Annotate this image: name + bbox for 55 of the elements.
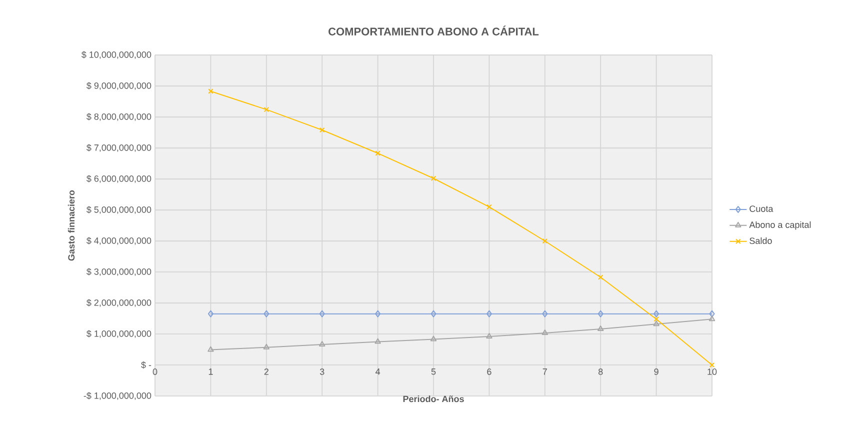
point xyxy=(430,310,436,318)
point xyxy=(264,106,270,112)
point xyxy=(542,238,548,244)
y-axis-title: Gasto finnaciero xyxy=(68,190,75,261)
x-tick-label: 10 xyxy=(708,368,717,375)
x-tick-label: 4 xyxy=(376,368,380,375)
point xyxy=(430,336,437,342)
point xyxy=(709,362,715,368)
point xyxy=(375,310,381,318)
point xyxy=(654,310,660,318)
point xyxy=(208,346,214,352)
x-tick-label: 1 xyxy=(208,368,213,375)
point xyxy=(374,338,381,344)
point xyxy=(486,310,492,318)
x-tick-label: 6 xyxy=(487,368,492,375)
x-tick-label: 3 xyxy=(320,368,324,375)
y-tick-label: $ 3,000,000,000 xyxy=(86,268,152,276)
point xyxy=(430,176,436,181)
point xyxy=(598,326,604,332)
x-tick-label: 8 xyxy=(598,368,603,375)
x-tick-label: 7 xyxy=(542,368,547,375)
y-tick-label: $ 4,000,000,000 xyxy=(86,237,152,245)
y-tick-label: $ 6,000,000,000 xyxy=(86,175,152,183)
point xyxy=(486,332,492,338)
point xyxy=(654,316,659,322)
legend-label: Abono a capital xyxy=(749,221,811,230)
point xyxy=(598,274,604,280)
y-tick-label: $ 7,000,000,000 xyxy=(86,144,152,152)
y-tick-label: $ - xyxy=(141,361,152,369)
x-axis-title: Periodo- Años xyxy=(403,396,464,402)
point xyxy=(319,127,325,133)
point xyxy=(264,310,270,318)
x-tick-label: 5 xyxy=(431,368,436,375)
point xyxy=(263,344,270,350)
legend-label: Saldo xyxy=(750,237,772,244)
y-tick-label: $ 9,000,000,000 xyxy=(86,82,152,90)
legend-label: Cuota xyxy=(750,206,774,212)
point xyxy=(486,204,492,210)
y-tick-label: -$ 1,000,000,000 xyxy=(84,392,152,400)
point xyxy=(375,150,380,156)
y-tick-label: $ 10,000,000,000 xyxy=(82,51,152,59)
point xyxy=(319,341,326,347)
y-tick-label: $ 1,000,000,000 xyxy=(86,330,152,338)
y-tick-label: $ 8,000,000,000 xyxy=(86,113,152,121)
y-tick-label: $ 5,000,000,000 xyxy=(86,206,152,214)
y-tick-label: $ 2,000,000,000 xyxy=(86,299,152,307)
point xyxy=(319,310,325,318)
point xyxy=(542,330,548,336)
point xyxy=(653,320,660,326)
chart-title: COMPORTAMIENTO ABONO A CÁPITAL xyxy=(328,26,539,36)
point xyxy=(598,310,604,318)
x-tick-label: 0 xyxy=(152,368,158,375)
point xyxy=(542,310,548,318)
x-tick-label: 2 xyxy=(264,368,268,375)
x-tick-label: 9 xyxy=(654,368,658,375)
